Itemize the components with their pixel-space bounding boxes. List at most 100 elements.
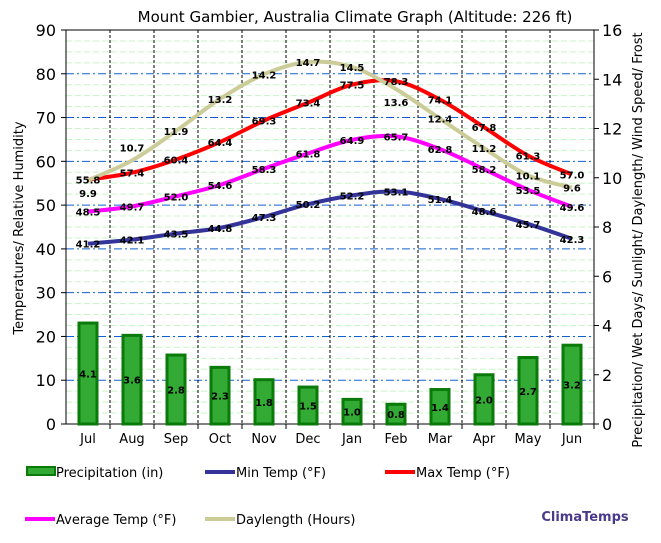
precipitation-bar	[253, 378, 275, 426]
y2-tick-label: 10	[602, 169, 622, 188]
bar-data-label: 1.5	[299, 402, 317, 413]
y-tick-label: 0	[46, 415, 56, 434]
line-data-label: 50.2	[296, 200, 321, 211]
line-data-label: 49.7	[120, 202, 145, 213]
series-line	[87, 189, 573, 246]
line-data-label: 58.2	[472, 165, 497, 176]
line-data-label: 65.7	[384, 132, 409, 143]
y2-tick-label: 12	[602, 120, 622, 139]
line-data-label: 9.6	[563, 184, 581, 195]
line-data-label: 62.8	[428, 145, 453, 156]
line-data-label: 54.6	[208, 181, 233, 192]
line-data-label: 13.6	[384, 98, 409, 109]
bar-data-label: 2.7	[519, 387, 537, 398]
line-data-label: 69.3	[252, 117, 277, 128]
line-data-label: 44.8	[208, 224, 233, 235]
y-tick-label: 60	[36, 152, 56, 171]
line-data-label: 57.4	[120, 169, 145, 180]
precipitation-bar	[121, 333, 143, 426]
x-tick-label: May	[515, 432, 542, 447]
precipitation-bar	[165, 353, 187, 426]
line-data-label: 64.4	[208, 138, 233, 149]
line-data-label: 58.3	[252, 165, 277, 176]
series-line	[87, 59, 573, 190]
x-tick-label: Mar	[428, 432, 453, 447]
y-tick-label: 50	[36, 196, 56, 215]
y2-tick-label: 14	[602, 70, 622, 89]
y-tick-label: 30	[36, 284, 56, 303]
line-data-label: 12.4	[428, 115, 453, 126]
line-data-label: 13.2	[208, 95, 233, 106]
y-tick-label: 40	[36, 240, 56, 259]
bar-data-label: 2.0	[475, 395, 493, 406]
line-data-label: 53.5	[516, 186, 541, 197]
y2-tick-label: 6	[602, 267, 612, 286]
y-tick-label: 70	[36, 109, 56, 128]
y-tick-label: 90	[36, 21, 56, 40]
line-data-label: 51.4	[428, 195, 453, 206]
line-data-label: 14.5	[340, 63, 365, 74]
legend-label: Min Temp (°F)	[236, 466, 326, 481]
x-tick-label: Apr	[473, 432, 496, 447]
line-data-label: 42.3	[560, 235, 585, 246]
brand-logo: ClimaTemps	[541, 510, 629, 525]
series-line	[87, 78, 573, 182]
line-data-label: 14.2	[252, 70, 277, 81]
line-data-label: 73.4	[296, 99, 321, 110]
x-tick-label: Dec	[295, 432, 320, 447]
line-data-label: 61.3	[516, 152, 541, 163]
x-tick-label: Feb	[384, 432, 407, 447]
x-tick-label: Jan	[341, 432, 362, 447]
precipitation-bar	[297, 385, 319, 426]
bar-data-label: 3.6	[123, 376, 141, 387]
y2-tick-label: 16	[602, 21, 622, 40]
line-data-label: 60.4	[164, 156, 189, 167]
line-data-label: 47.3	[252, 213, 277, 224]
y-tick-label: 10	[36, 371, 56, 390]
line-data-label: 11.9	[164, 127, 189, 138]
bar-data-label: 2.8	[167, 386, 185, 397]
line-data-label: 55.8	[76, 176, 101, 187]
line-data-label: 74.1	[428, 96, 453, 107]
y2-axis-label: Precipitation/ Wet Days/ Sunlight/ Dayle…	[631, 32, 646, 447]
legend-label: Precipitation (in)	[56, 466, 163, 481]
y2-tick-label: 2	[602, 366, 612, 385]
x-tick-label: Oct	[209, 432, 231, 447]
x-tick-label: Nov	[251, 432, 277, 447]
x-tick-label: Sep	[164, 432, 189, 447]
precipitation-bar	[429, 388, 451, 426]
line-data-label: 48.5	[76, 208, 101, 219]
bar-data-label: 4.1	[79, 370, 97, 381]
line-data-label: 9.9	[79, 189, 97, 200]
x-tick-label: Jul	[79, 432, 96, 447]
precipitation-bar	[561, 343, 583, 426]
precipitation-bar	[209, 365, 231, 426]
y2-tick-label: 4	[602, 317, 612, 336]
legend-label: Average Temp (°F)	[56, 513, 176, 528]
line-data-label: 64.9	[340, 136, 365, 147]
line-data-label: 14.7	[296, 58, 321, 69]
y2-tick-label: 8	[602, 218, 612, 237]
legend-swatch-precipitation	[26, 466, 56, 476]
precipitation-bar	[473, 373, 495, 426]
series-line	[87, 133, 573, 214]
line-data-label: 52.0	[164, 192, 189, 203]
line-data-label: 61.8	[296, 149, 321, 160]
y-tick-label: 80	[36, 65, 56, 84]
precipitation-bar	[77, 321, 99, 426]
legend-label: Max Temp (°F)	[416, 466, 510, 481]
line-data-label: 10.7	[120, 144, 145, 155]
bar-data-label: 1.8	[255, 398, 273, 409]
bar-data-label: 0.8	[387, 410, 405, 421]
line-data-label: 49.6	[560, 203, 585, 214]
line-data-label: 57.0	[560, 170, 585, 181]
line-data-label: 42.1	[120, 236, 145, 247]
line-data-label: 41.2	[76, 240, 101, 251]
y2-tick-label: 0	[602, 415, 612, 434]
x-tick-label: Aug	[119, 432, 144, 447]
precipitation-bar	[385, 402, 407, 426]
bar-data-label: 1.4	[431, 403, 449, 414]
chart-title: Mount Gambier, Australia Climate Graph (…	[138, 8, 573, 26]
line-data-label: 67.8	[472, 123, 497, 134]
